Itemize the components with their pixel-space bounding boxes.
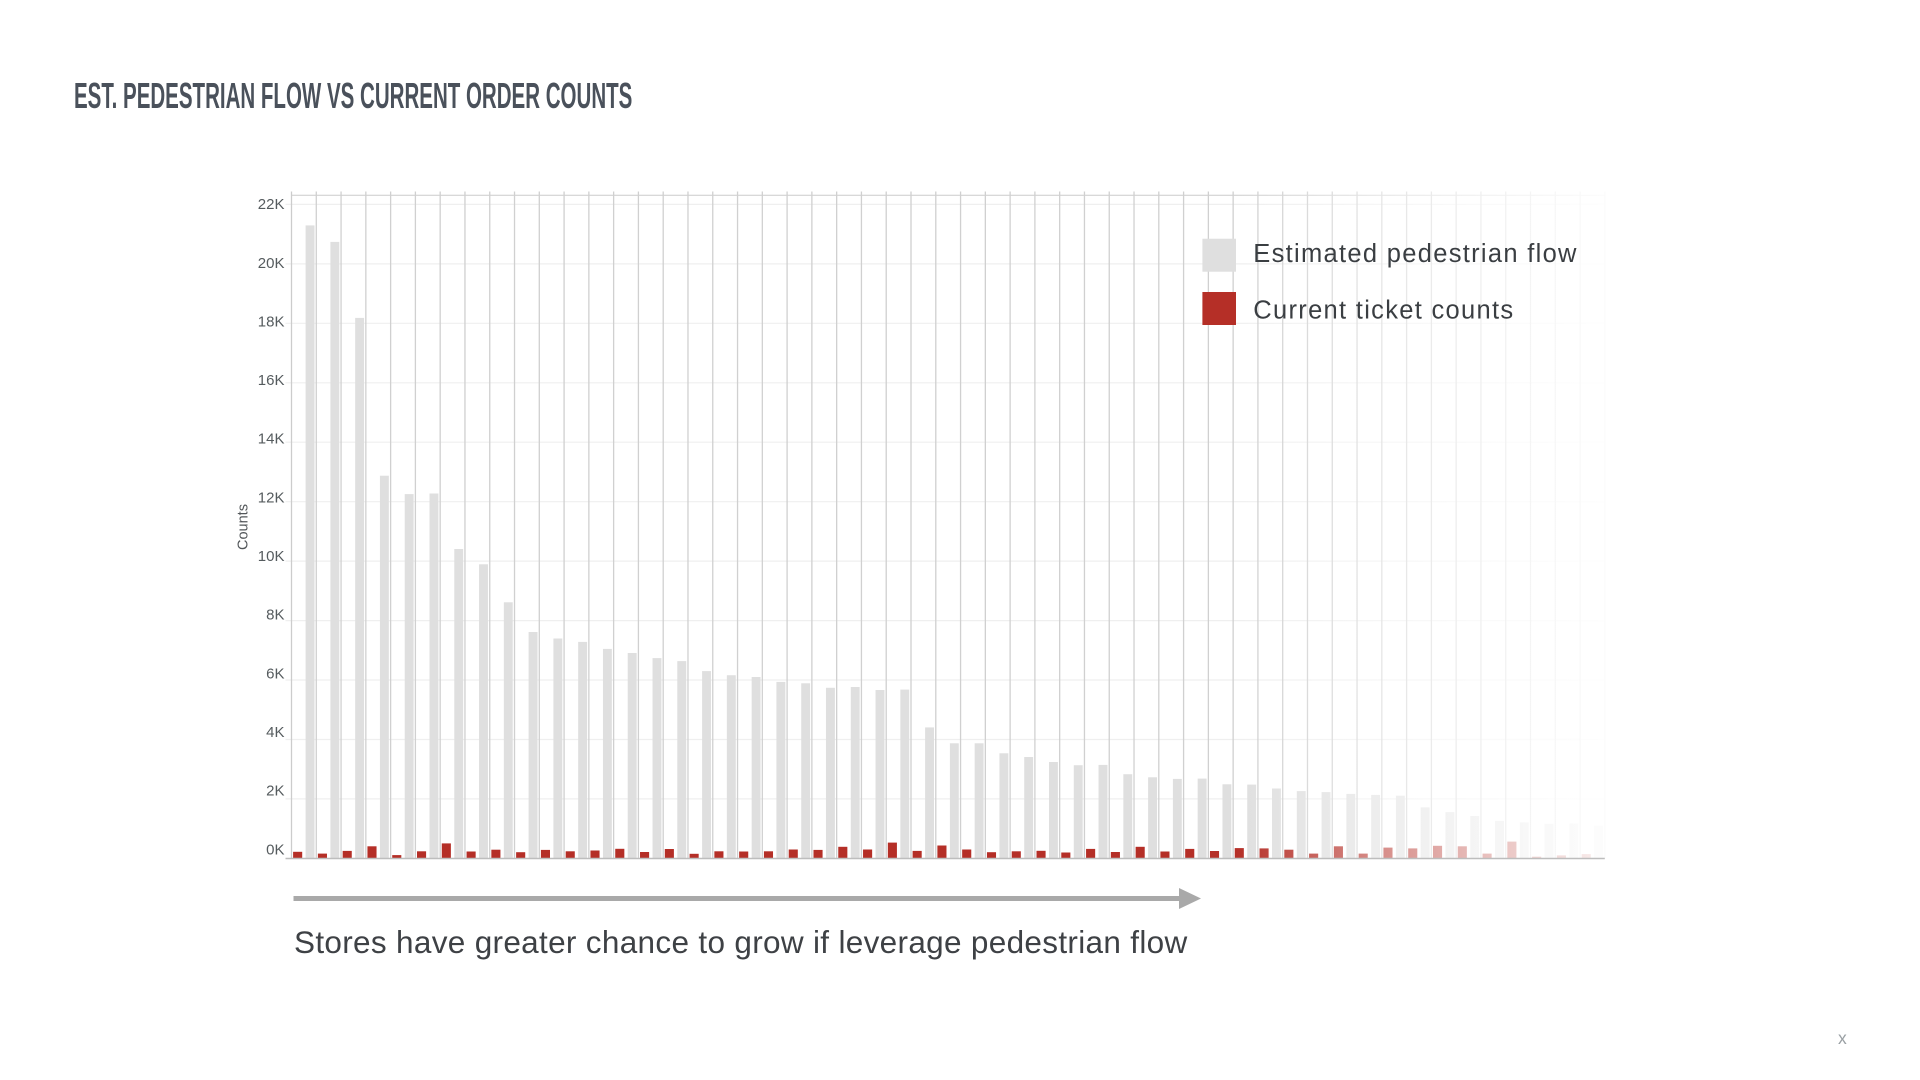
svg-text:16K: 16K	[258, 372, 285, 389]
svg-text:Estimated pedestrian flow: Estimated pedestrian flow	[1253, 240, 1577, 268]
svg-text:4K: 4K	[266, 724, 284, 741]
svg-text:6K: 6K	[266, 665, 284, 682]
svg-text:2K: 2K	[266, 783, 284, 800]
svg-text:Counts: Counts	[235, 504, 251, 550]
svg-text:10K: 10K	[258, 548, 285, 565]
svg-text:8K: 8K	[266, 607, 284, 624]
svg-text:12K: 12K	[258, 489, 285, 506]
svg-text:22K: 22K	[258, 196, 285, 213]
svg-text:18K: 18K	[258, 313, 285, 330]
svg-text:20K: 20K	[258, 255, 285, 272]
svg-text:14K: 14K	[258, 431, 285, 448]
svg-text:0K: 0K	[266, 841, 284, 858]
svg-text:Current ticket counts: Current ticket counts	[1253, 296, 1514, 324]
